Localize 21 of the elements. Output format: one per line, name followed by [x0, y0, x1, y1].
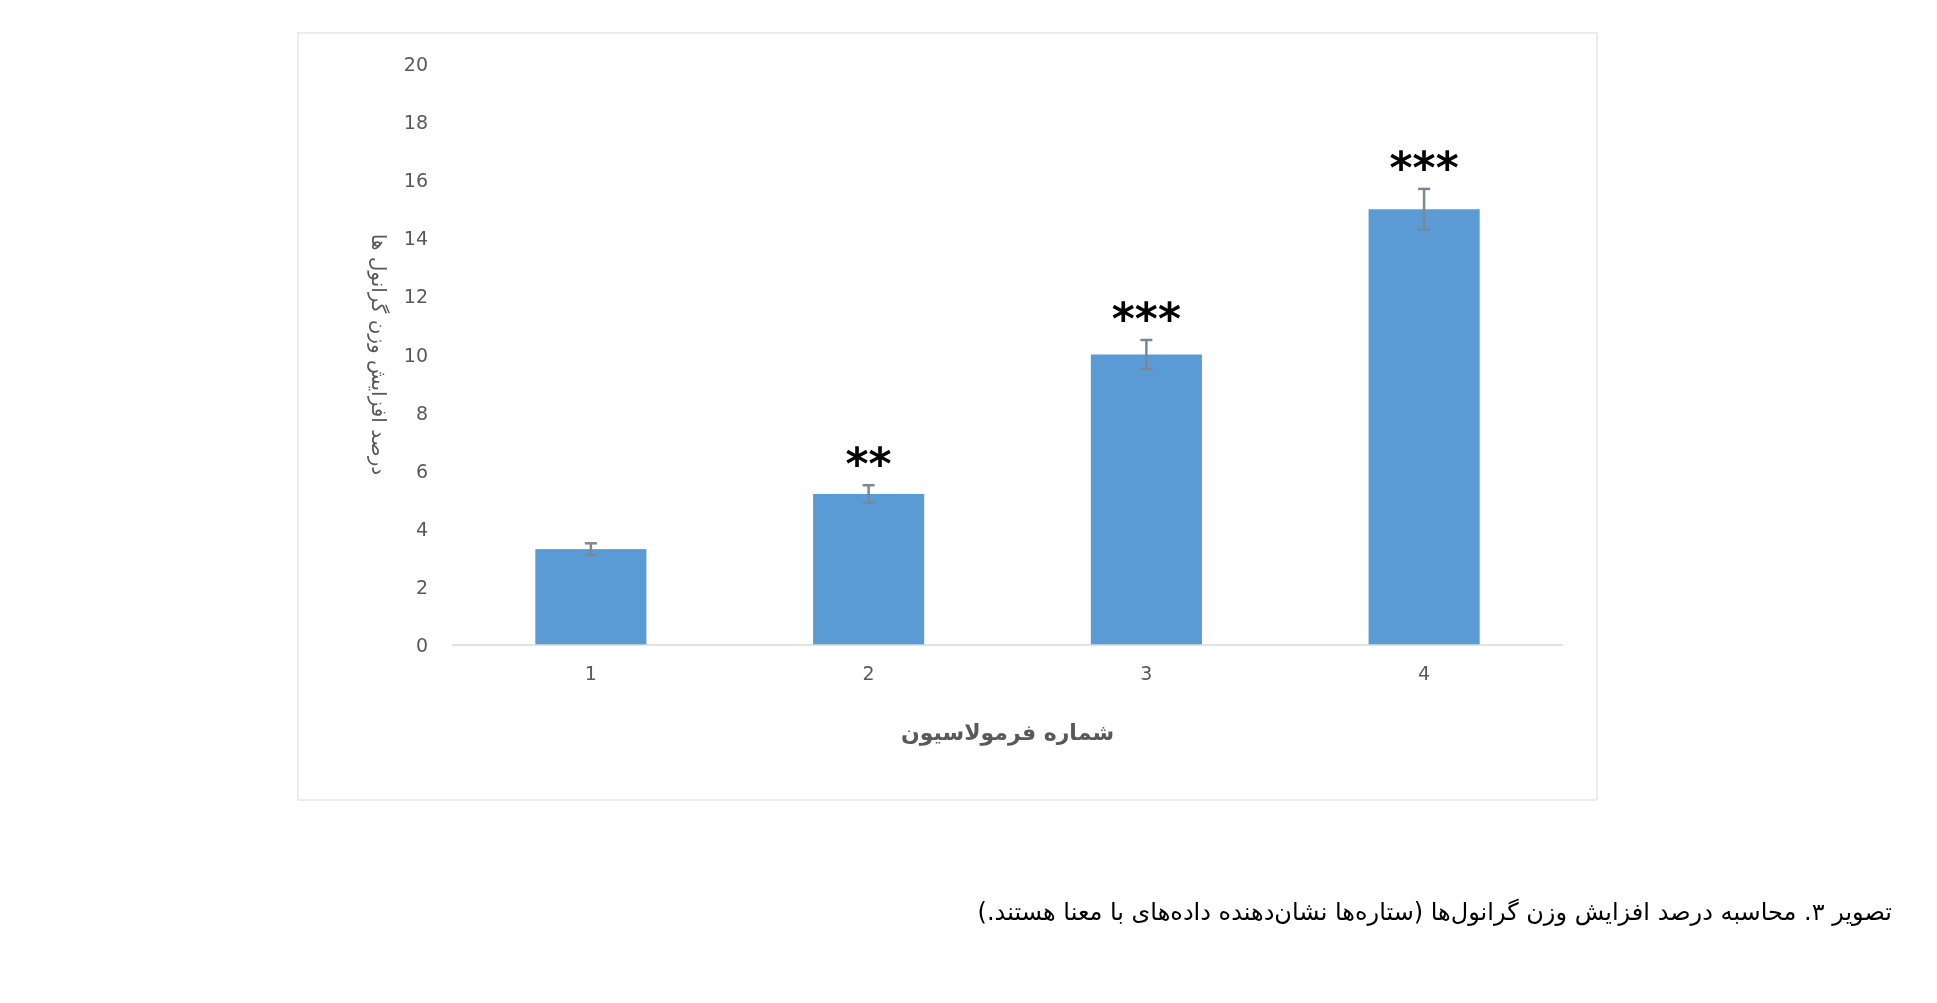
annotation: ** [845, 438, 892, 490]
y-tick-label: 14 [403, 227, 428, 250]
y-tick-label: 16 [403, 169, 428, 192]
x-tick-label: 1 [584, 662, 597, 684]
y-tick-label: 12 [403, 285, 428, 308]
y-tick-label: 8 [415, 401, 428, 424]
x-axis-title: شماره فرمولاسیون [900, 720, 1115, 746]
annotation: *** [1111, 292, 1181, 344]
y-axis-title: درصد افزایش وزن گرانول ها [367, 233, 391, 476]
y-tick-label: 10 [403, 343, 428, 366]
text: تصویر ۳. محاسبه درصد افزایش وزن گرانول‌ها (ستاره‌ها نشان‌دهنده داده‌های با معنا هستند.) [977, 898, 1892, 926]
x-tick-label: 4 [1418, 662, 1431, 684]
y-tick-label: 6 [415, 459, 428, 482]
y-tick-label: 2 [415, 575, 428, 598]
x-tick-label: 3 [1140, 662, 1153, 684]
y-tick-label: 0 [415, 634, 428, 656]
y-tick-label: 4 [415, 517, 428, 540]
y-tick-label: 18 [403, 111, 428, 134]
y-tick-label: 20 [403, 53, 428, 75]
x-tick-label: 2 [862, 662, 875, 684]
annotation: *** [1389, 141, 1459, 193]
